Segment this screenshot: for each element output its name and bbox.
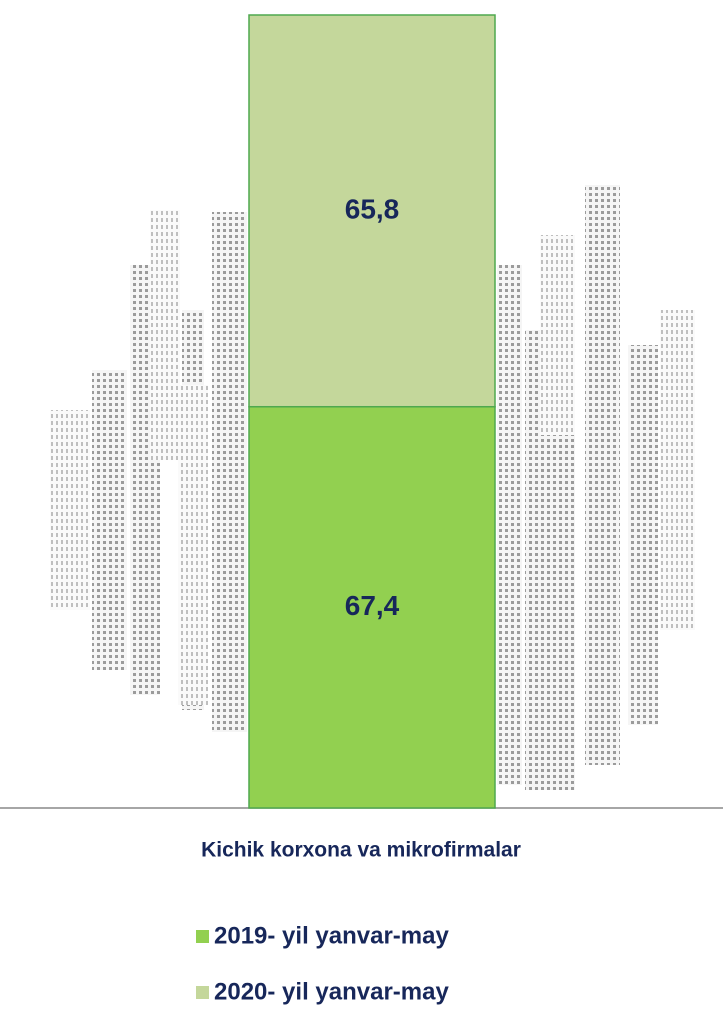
data-label: 67,4 [345, 590, 400, 621]
legend-label: 2019- yil yanvar-may [214, 922, 449, 949]
legend-marker [196, 986, 209, 999]
category-label: Kichik korxona va mikrofirmalar [201, 839, 521, 862]
chart: 67,4 65,8 Kichik korxona va mikrofirmalar 2… [0, 0, 723, 1012]
page: {"chart_data": {"type": "stacked-bar", "… [0, 0, 723, 1012]
legend-label: 2020- yil yanvar-may [214, 978, 449, 1005]
data-label: 65,8 [345, 193, 400, 224]
legend-marker [196, 930, 209, 943]
